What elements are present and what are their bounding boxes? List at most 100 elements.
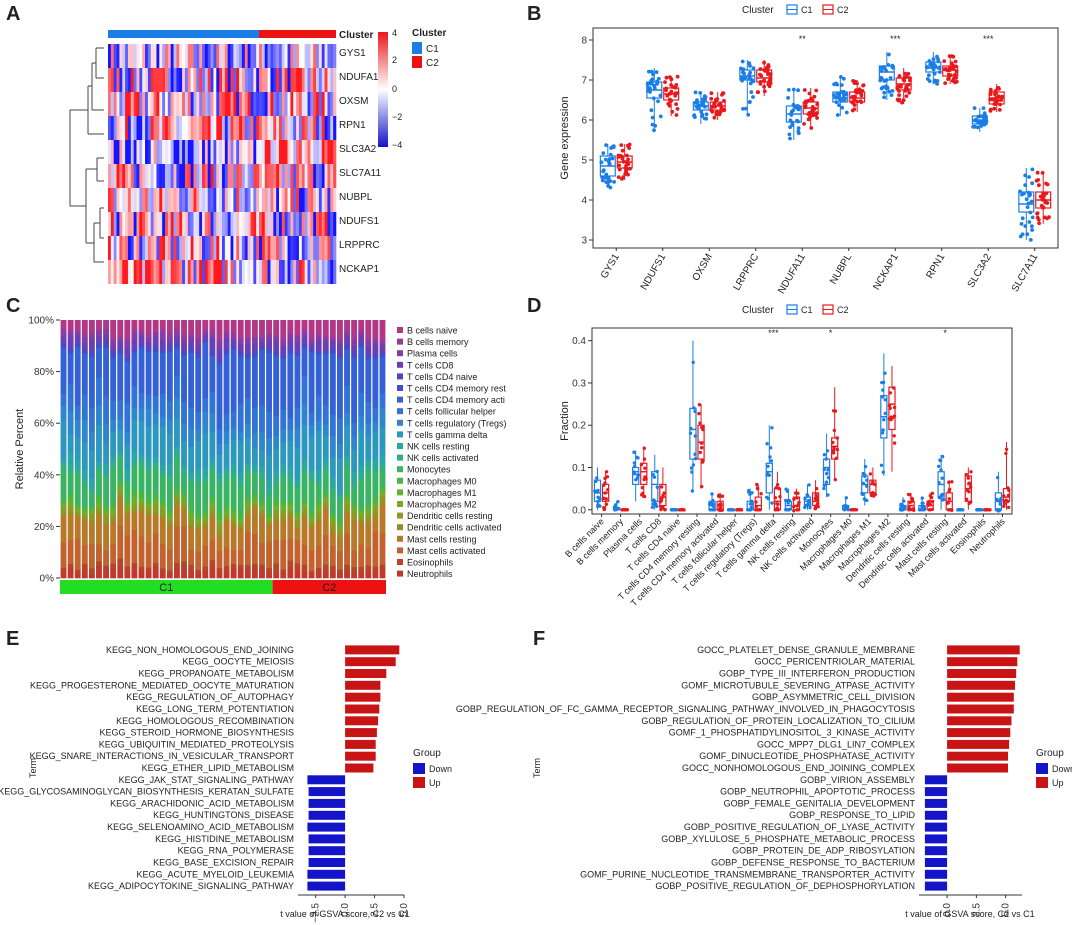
stacked-bar-segment — [301, 515, 308, 545]
stacked-bar-segment — [152, 457, 159, 464]
stacked-bar-segment — [358, 517, 365, 521]
stacked-bar-segment — [223, 521, 230, 548]
data-point — [663, 508, 667, 512]
data-point — [1002, 504, 1006, 508]
data-point — [674, 83, 679, 87]
heatmap-cell — [170, 44, 174, 68]
stacked-bar-segment — [358, 479, 365, 508]
stacked-bar-segment — [308, 336, 315, 340]
stacked-bar-segment — [81, 563, 88, 569]
data-point — [700, 460, 705, 464]
stacked-bar-segment — [202, 517, 209, 521]
data-point — [795, 504, 799, 508]
heatmap-cell — [147, 68, 152, 92]
heatmap-cell — [330, 140, 334, 164]
heatmap-cell — [241, 140, 246, 164]
stacked-bar-segment — [173, 567, 180, 579]
data-point — [901, 503, 905, 508]
data-point — [837, 103, 841, 107]
heatmap-cell — [193, 140, 197, 164]
stacked-bar-segment — [74, 508, 81, 513]
stacked-bar-segment — [159, 351, 166, 353]
heatmap-cell — [273, 140, 277, 164]
heatmap-cell — [264, 68, 268, 92]
data-point — [859, 100, 864, 104]
stacked-bar-segment — [145, 507, 152, 514]
stacked-bar-segment — [315, 546, 322, 568]
data-point — [945, 501, 949, 505]
heatmap-cell — [130, 68, 134, 92]
stacked-bar-segment — [60, 464, 67, 469]
stacked-bar-segment — [259, 513, 265, 518]
stacked-bar-segment — [244, 437, 251, 464]
heatmap-cell — [313, 140, 317, 164]
stacked-bar-segment — [308, 510, 315, 518]
heatmap-cell — [136, 140, 140, 164]
stacked-bar-segment — [202, 327, 209, 332]
heatmap-cell — [170, 92, 174, 116]
data-point — [891, 415, 895, 420]
heatmap-cell — [127, 44, 132, 68]
stacked-bar-segment — [322, 424, 329, 436]
data-point — [755, 487, 760, 491]
data-point — [927, 79, 932, 83]
heatmap-cell — [165, 140, 169, 164]
stacked-bar-segment — [344, 349, 350, 386]
stacked-bar-segment — [117, 342, 124, 348]
legend-label: T cells CD4 memory acti — [407, 395, 505, 405]
heatmap-cell — [150, 92, 154, 116]
stacked-bar-segment — [308, 339, 315, 344]
data-point — [775, 483, 780, 487]
heatmap-cell — [204, 92, 209, 116]
heatmap-cell — [290, 260, 294, 284]
stacked-bar-segment — [131, 504, 138, 511]
stacked-bar-segment — [188, 549, 195, 565]
heatmap-cell — [307, 44, 311, 68]
heatmap-cell — [179, 44, 183, 68]
gene-label: LRPPRC — [339, 240, 380, 251]
stacked-bar-segment — [166, 464, 173, 476]
heatmap-cell — [279, 188, 283, 212]
stacked-bar-segment — [251, 407, 258, 434]
stacked-bar-segment — [103, 568, 110, 579]
heatmap-cell — [122, 92, 126, 116]
heatmap-cell — [125, 116, 129, 140]
stacked-bar-segment — [124, 504, 131, 507]
legend-swatch — [397, 396, 403, 403]
heatmap-cell — [190, 92, 194, 116]
stacked-bar-segment — [251, 533, 258, 564]
stacked-bar-segment — [166, 331, 173, 335]
data-point — [768, 75, 773, 80]
stacked-bar-segment — [110, 502, 117, 509]
data-point — [832, 446, 836, 450]
stacked-bar-segment — [96, 561, 102, 567]
x-axis-label: t value of GSVA score, C2 vs C1 — [280, 909, 409, 919]
stacked-bar-segment — [287, 332, 294, 335]
data-point — [822, 453, 827, 457]
data-point — [1004, 447, 1009, 451]
heatmap-cell — [176, 236, 180, 260]
data-point — [995, 86, 1000, 90]
heatmap-cell — [159, 44, 163, 68]
heatmap-cell — [130, 188, 134, 212]
heatmap-cell — [310, 260, 314, 284]
stacked-bar-segment — [223, 414, 230, 432]
stacked-bar-segment — [287, 466, 294, 476]
data-point — [975, 125, 980, 130]
data-point — [906, 71, 911, 76]
heatmap-cell — [190, 260, 194, 284]
stacked-bar-segment — [110, 346, 117, 352]
heatmap-cell — [167, 260, 171, 284]
heatmap-cell — [127, 68, 132, 92]
data-point — [692, 406, 696, 410]
stacked-bar-segment — [308, 475, 315, 481]
heatmap-cell — [227, 260, 231, 284]
stacked-bar-segment — [110, 519, 117, 523]
data-point — [1022, 191, 1026, 196]
data-point — [612, 180, 616, 184]
data-point — [717, 508, 721, 512]
heatmap-cell — [127, 116, 132, 140]
stacked-bar-segment — [152, 332, 159, 337]
stacked-bar-segment — [287, 334, 294, 339]
stacked-bar-segment — [230, 320, 237, 332]
